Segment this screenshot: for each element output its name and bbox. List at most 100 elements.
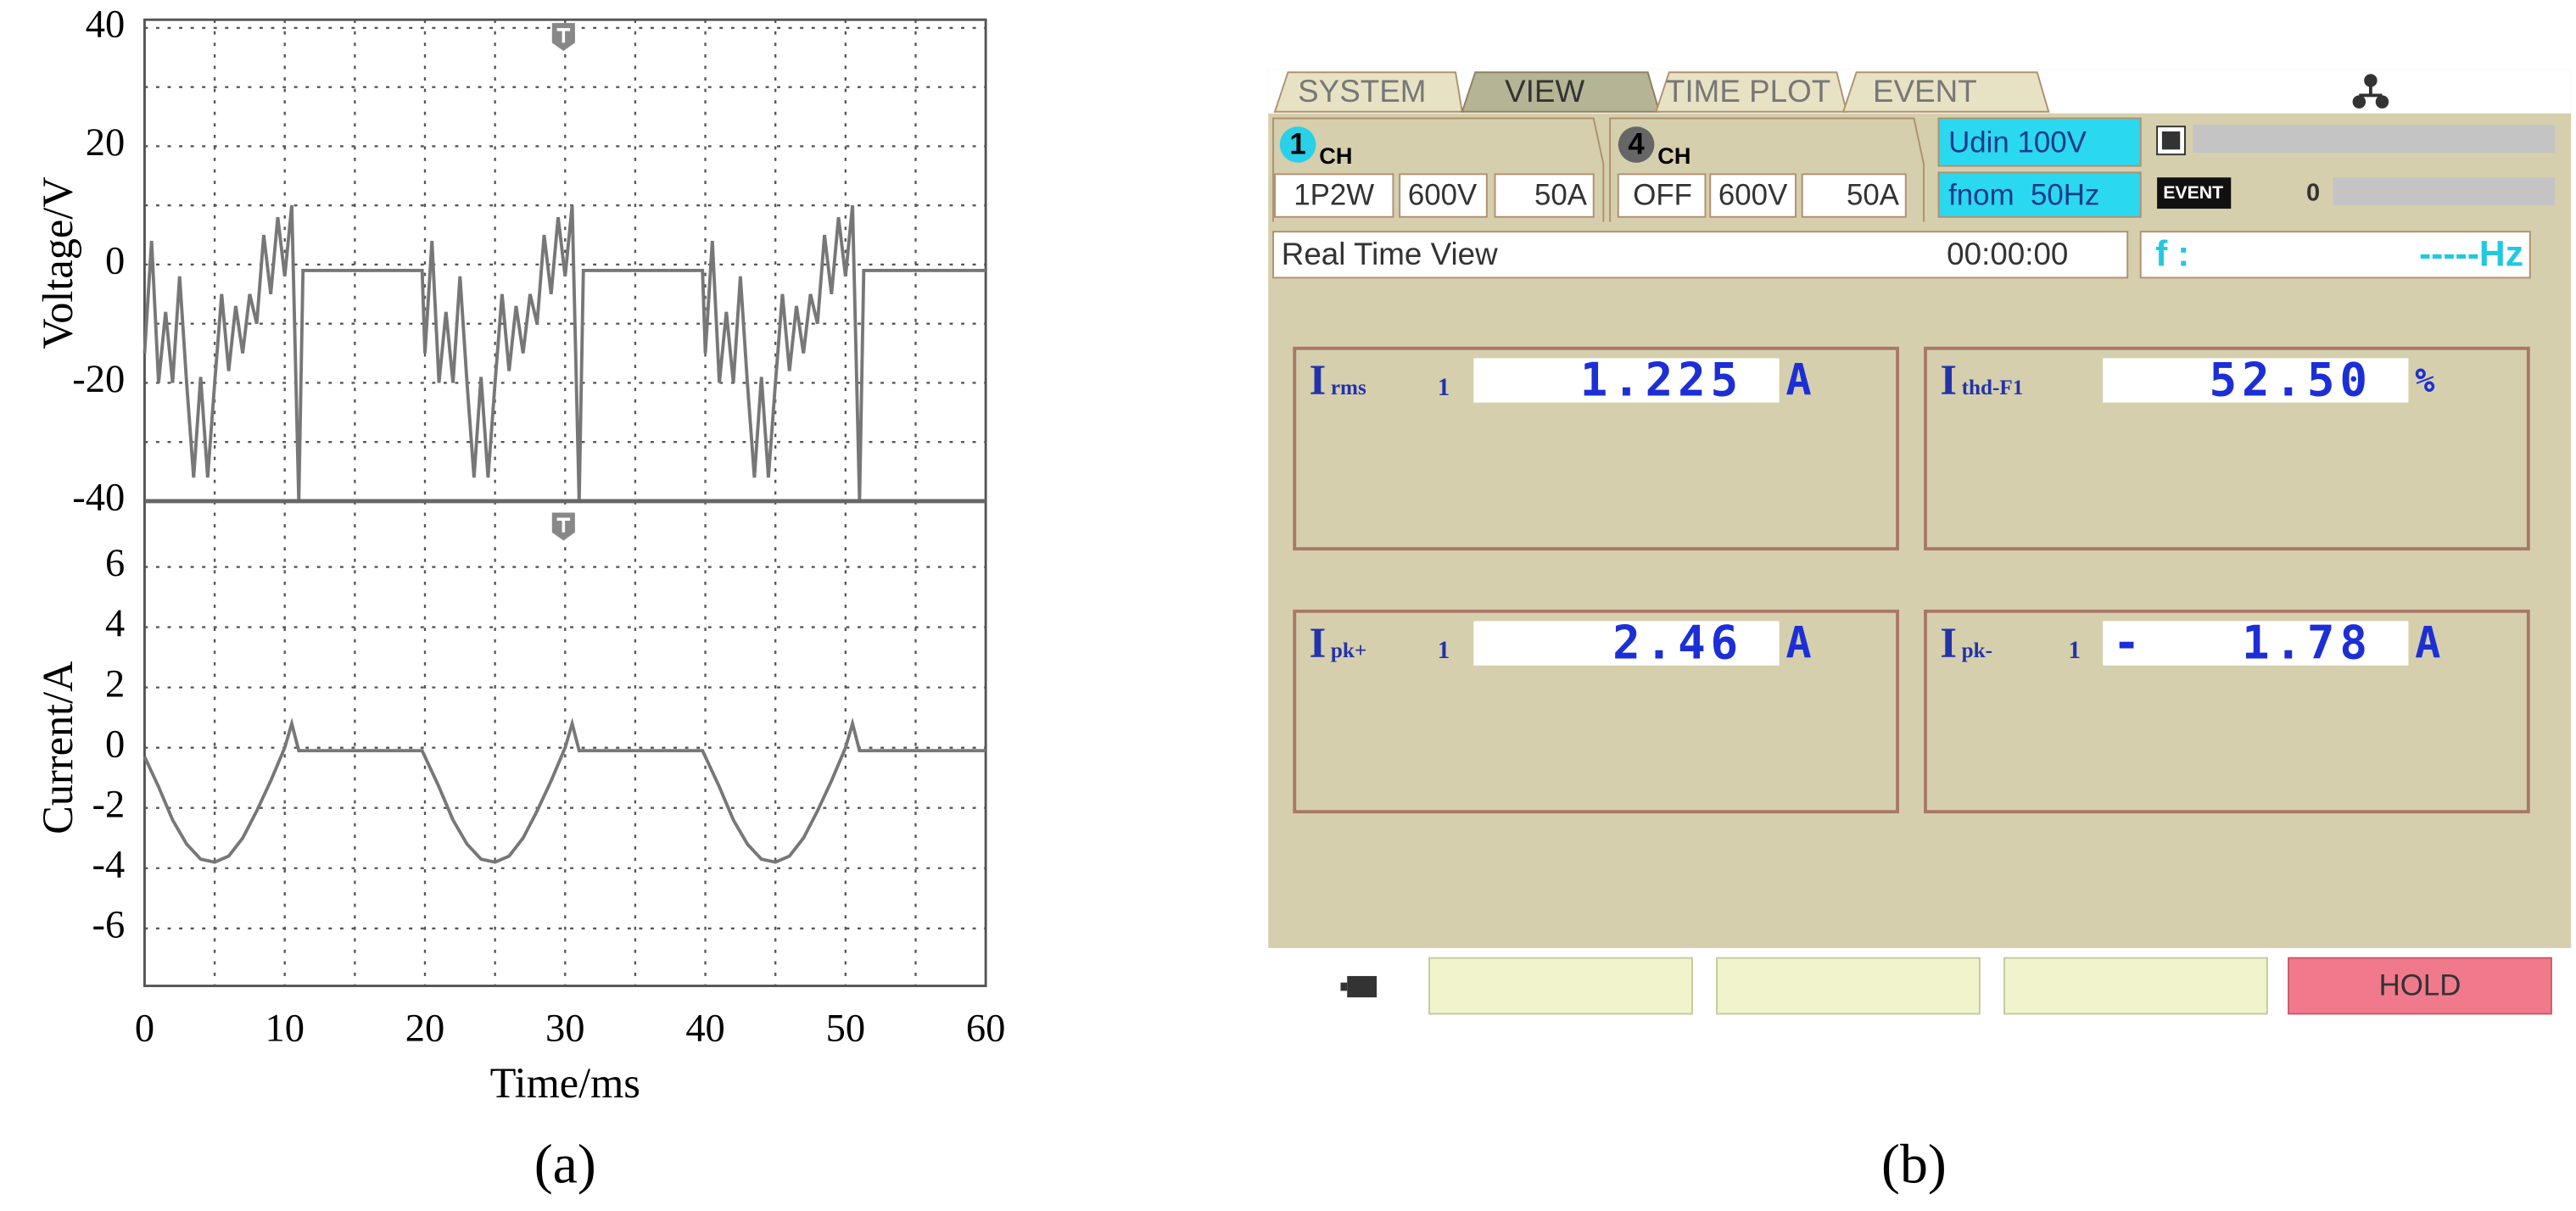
waveform — [142, 205, 986, 502]
frequency-label: f : — [2155, 234, 2189, 275]
measured-value: 1.225 — [1580, 354, 1743, 407]
tab[interactable] — [1461, 71, 1661, 113]
tab[interactable] — [1841, 71, 2050, 113]
tab-label[interactable]: SYSTEM — [1298, 74, 1426, 109]
y-tick-label: 0 — [105, 723, 125, 766]
frequency-box — [2139, 231, 2531, 279]
event-label: EVENT — [2163, 182, 2223, 203]
quantity-subscript: thd-F1 — [1962, 377, 2024, 399]
function-key[interactable] — [1428, 957, 1693, 1015]
event-bar — [2333, 177, 2555, 206]
y-tick-label: 2 — [105, 662, 125, 706]
setting-box[interactable] — [1494, 173, 1595, 218]
y-tick-label: -4 — [92, 843, 125, 886]
setting-box[interactable] — [1617, 173, 1707, 218]
measurement-panel — [1293, 346, 1900, 551]
channel-index: 1 — [1438, 637, 1450, 664]
measurement-panel — [1293, 609, 1900, 814]
x-tick-label: 40 — [685, 1007, 724, 1050]
x-tick-label: 20 — [405, 1007, 444, 1050]
measured-value: 2.46 — [1612, 617, 1743, 670]
quantity-subscript: pk- — [1962, 639, 1992, 662]
channel-index: 1 — [2069, 637, 2081, 664]
tab[interactable] — [1273, 71, 1463, 113]
unit: A — [1785, 354, 1811, 405]
y-tick-label: 40 — [86, 3, 125, 47]
x-tick-label: 60 — [966, 1007, 1005, 1050]
value-field — [1473, 621, 1780, 666]
storage-bar — [2193, 125, 2555, 153]
quantity-symbol: I — [1310, 619, 1327, 667]
network-icon — [2352, 74, 2389, 109]
setting-box[interactable] — [1274, 173, 1394, 218]
y-tick-label: 6 — [105, 542, 125, 585]
measurement-panel — [1924, 609, 2530, 814]
channel-label: CH — [1657, 142, 1690, 169]
tab-label[interactable]: VIEW — [1505, 74, 1584, 109]
y-tick-label: -20 — [72, 358, 125, 401]
channel-number: 1 — [1289, 128, 1305, 161]
unit: A — [1785, 617, 1811, 667]
y-tick-label: -40 — [72, 477, 125, 520]
x-tick-label: 50 — [826, 1007, 865, 1050]
event-count: 0 — [2306, 179, 2320, 206]
event-badge — [2157, 177, 2232, 209]
wiring-setting: 1P2W — [1294, 179, 1374, 212]
trigger-marker — [556, 28, 571, 43]
channel-label: CH — [1319, 142, 1352, 169]
udin: Udin 100V — [1948, 126, 2087, 159]
storage-icon — [2161, 131, 2181, 150]
quantity-symbol: I — [1940, 356, 1957, 404]
analyzer-screen: SYSTEM VIEW TIME PLOT EVENT 1 CH 1P2W 60… — [1268, 69, 2572, 1019]
clock: 00:00:00 — [1947, 237, 2068, 271]
x-tick-label: 10 — [265, 1007, 304, 1050]
udin-box — [1937, 117, 2142, 167]
y-tick-label: -6 — [92, 903, 125, 946]
function-key[interactable] — [1716, 957, 1981, 1015]
quantity-symbol: I — [1940, 619, 1957, 667]
y-tick-label: 20 — [86, 121, 125, 165]
unit: % — [2415, 362, 2435, 400]
quantity-subscript: pk+ — [1331, 639, 1366, 662]
measurement-panel — [1924, 346, 2530, 551]
measured-value: 52.50 — [2210, 354, 2372, 407]
y-tick-label: 4 — [105, 602, 125, 645]
channel-frame — [1609, 117, 1925, 222]
channel-frame — [1272, 117, 1605, 222]
hold-label[interactable]: HOLD — [2379, 969, 2461, 1002]
tab-label[interactable]: TIME PLOT — [1666, 74, 1830, 109]
channel-badge — [1279, 126, 1316, 163]
x-tick-label: 0 — [135, 1007, 154, 1050]
channel-number: 4 — [1628, 128, 1645, 161]
current-range: 50A — [1847, 179, 1900, 212]
trigger-marker — [556, 517, 571, 533]
tab[interactable] — [1655, 71, 1848, 113]
battery-icon — [1347, 975, 1377, 998]
tab-label[interactable]: EVENT — [1873, 74, 1977, 109]
quantity-symbol: I — [1310, 356, 1327, 404]
voltage-range: 600V — [1718, 179, 1788, 212]
value-field — [2103, 358, 2409, 403]
battery-icon — [1340, 982, 1348, 991]
view-name: Real Time View — [1282, 237, 1498, 271]
x-tick-label: 30 — [545, 1007, 584, 1050]
channel-index: 1 — [1438, 374, 1450, 401]
value-field — [2103, 621, 2409, 666]
value-sign: - — [2113, 617, 2141, 670]
caption: (a) — [534, 1134, 596, 1196]
hold-key[interactable] — [2288, 957, 2552, 1015]
x-axis-label: Time/ms — [490, 1059, 640, 1107]
measured-value: 1.78 — [2242, 617, 2372, 670]
setting-box[interactable] — [1399, 173, 1488, 218]
frequency-value: -----Hz — [2419, 234, 2523, 275]
setting-box[interactable] — [1709, 173, 1796, 218]
quantity-subscript: rms — [1331, 377, 1366, 399]
setting-box[interactable] — [1801, 173, 1907, 218]
value-field — [1473, 358, 1780, 403]
function-key[interactable] — [2003, 957, 2268, 1015]
y-axis-label: Voltage/V — [34, 176, 81, 349]
